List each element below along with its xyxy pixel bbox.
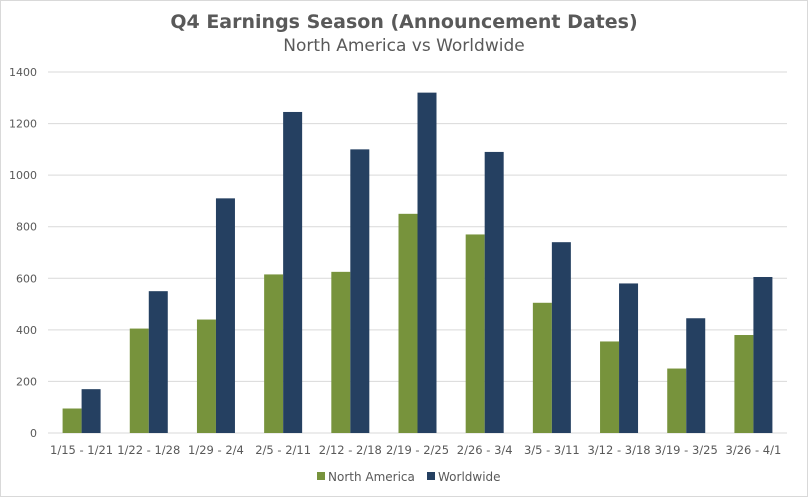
chart-subtitle: North America vs Worldwide — [283, 36, 525, 56]
legend-swatch — [427, 472, 435, 480]
bar-worldwide — [283, 111, 303, 433]
y-tick-label: 800 — [16, 221, 37, 234]
x-tick-label: 2/5 - 2/11 — [255, 443, 311, 457]
bar-worldwide — [148, 291, 168, 433]
y-tick-label: 200 — [16, 375, 37, 388]
x-tick-label: 1/15 - 1/21 — [50, 443, 113, 457]
bar-worldwide — [484, 151, 504, 433]
bar-worldwide — [753, 276, 773, 433]
bar-north-america — [398, 213, 418, 433]
x-tick-label: 3/26 - 4/1 — [726, 443, 782, 457]
bar-worldwide — [686, 318, 706, 433]
bar-north-america — [465, 234, 485, 433]
legend-swatch — [317, 472, 325, 480]
bar-worldwide — [619, 283, 639, 433]
bar-north-america — [600, 341, 620, 433]
bar-worldwide — [551, 242, 571, 433]
bar-worldwide — [417, 92, 437, 433]
bar-worldwide — [215, 198, 235, 433]
y-tick-label: 0 — [30, 427, 37, 440]
y-tick-label: 1200 — [9, 118, 37, 131]
x-tick-label: 1/29 - 2/4 — [188, 443, 244, 457]
x-tick-label: 3/12 - 3/18 — [587, 443, 650, 457]
bar-north-america — [62, 408, 82, 433]
bar-worldwide — [81, 389, 101, 433]
y-tick-label: 400 — [16, 324, 37, 337]
x-tick-label: 3/5 - 3/11 — [524, 443, 580, 457]
bar-north-america — [734, 335, 754, 433]
x-tick-label: 2/12 - 2/18 — [319, 443, 382, 457]
y-tick-label: 1000 — [9, 169, 37, 182]
legend-label: North America — [328, 470, 415, 484]
y-tick-label: 1400 — [9, 66, 37, 79]
bar-north-america — [129, 328, 149, 433]
legend-label: Worldwide — [438, 470, 501, 484]
x-tick-label: 3/19 - 3/25 — [655, 443, 718, 457]
y-tick-label: 600 — [16, 272, 37, 285]
chart-title: Q4 Earnings Season (Announcement Dates) — [170, 11, 638, 33]
bar-north-america — [196, 319, 216, 433]
bar-worldwide — [350, 149, 370, 433]
bar-north-america — [264, 274, 284, 433]
x-tick-label: 2/19 - 2/25 — [386, 443, 449, 457]
bar-north-america — [667, 368, 687, 433]
x-tick-label: 2/26 - 3/4 — [457, 443, 513, 457]
x-tick-label: 1/22 - 1/28 — [117, 443, 180, 457]
bar-north-america — [331, 271, 351, 433]
bar-north-america — [532, 302, 552, 433]
